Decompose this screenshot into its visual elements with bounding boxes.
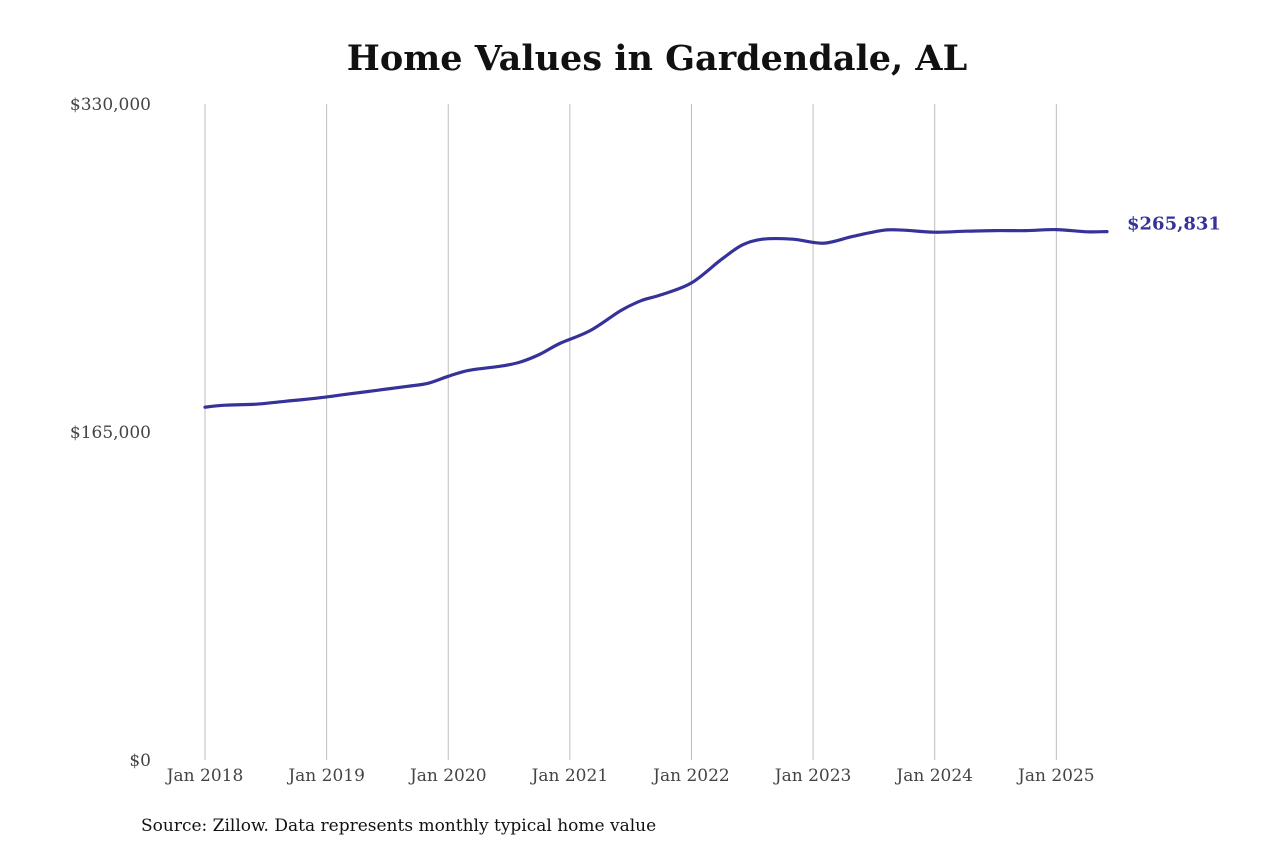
y-axis: $0 $165,000 $330,000 bbox=[70, 95, 151, 771]
end-labels: $265,831 bbox=[1127, 214, 1221, 235]
y-tick-label: $165,000 bbox=[70, 423, 151, 443]
x-tick-label: Jan 2021 bbox=[530, 766, 609, 786]
source-note: Source: Zillow. Data represents monthly … bbox=[141, 816, 657, 836]
x-axis: Jan 2018 Jan 2019 Jan 2020 Jan 2021 Jan 2022… bbox=[165, 766, 1095, 786]
x-tick-label: Jan 2022 bbox=[651, 766, 730, 786]
x-tick-label: Jan 2020 bbox=[408, 766, 487, 786]
x-tick-label: Jan 2025 bbox=[1016, 766, 1095, 786]
x-tick-label: Jan 2023 bbox=[773, 766, 852, 786]
x-tick-label: Jan 2024 bbox=[894, 766, 973, 786]
y-tick-label: $330,000 bbox=[70, 95, 151, 115]
series-line bbox=[203, 227, 1109, 409]
series bbox=[203, 227, 1109, 409]
y-tick-label: $0 bbox=[129, 751, 151, 771]
x-tick-label: Jan 2018 bbox=[165, 766, 244, 786]
end-value-label: $265,831 bbox=[1127, 214, 1221, 235]
chart-title: Home Values in Gardendale, AL bbox=[346, 38, 968, 79]
x-tick-label: Jan 2019 bbox=[286, 766, 365, 786]
gridlines bbox=[204, 104, 1057, 760]
